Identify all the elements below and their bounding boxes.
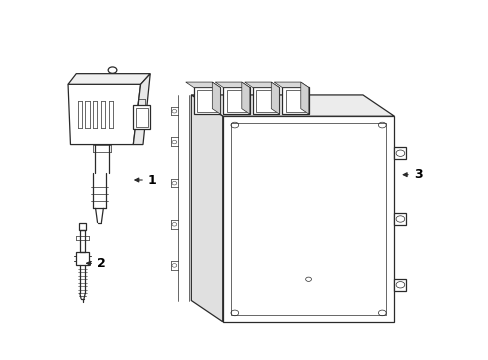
Bar [133,105,150,130]
Polygon shape [241,82,249,114]
Polygon shape [185,82,220,87]
Bar [76,252,89,265]
Polygon shape [300,82,308,114]
Text: 2: 2 [86,257,105,270]
Bar [79,222,86,230]
Text: 3: 3 [403,168,422,181]
Polygon shape [68,74,150,84]
Bar [393,147,406,159]
Polygon shape [274,82,308,87]
Bar [231,123,385,315]
Bar [393,213,406,225]
Polygon shape [191,95,393,116]
Bar [285,90,305,112]
Polygon shape [271,82,279,114]
Bar [197,90,217,112]
Bar [282,87,308,114]
Bar [393,279,406,291]
Polygon shape [244,82,279,87]
Text: 1: 1 [135,174,156,186]
Bar [256,90,275,112]
Bar [223,116,393,322]
Polygon shape [212,82,220,114]
Polygon shape [68,84,140,145]
Bar [136,108,147,127]
Bar [193,87,220,114]
Bar [223,87,249,114]
Polygon shape [215,82,249,87]
Bar [252,87,279,114]
Polygon shape [191,95,223,322]
Polygon shape [133,74,150,145]
Bar [226,90,246,112]
